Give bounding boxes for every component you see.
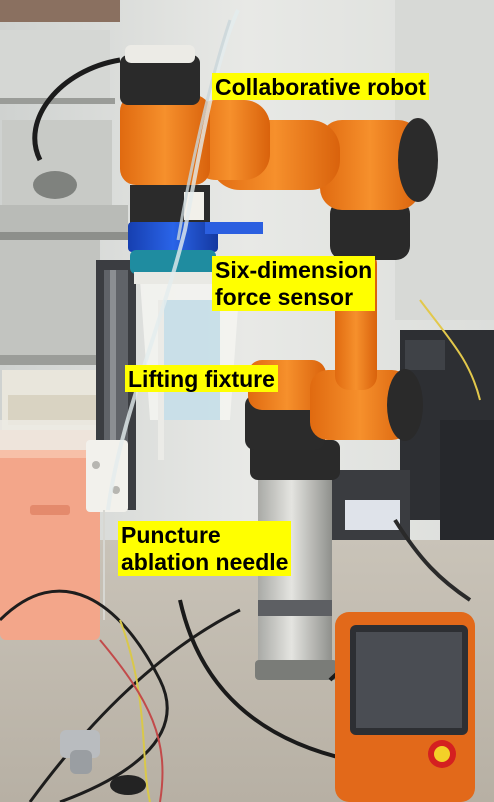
force-sensor-label-line2: force sensor [215, 284, 354, 310]
lifting-fixture-label: Lifting fixture [125, 365, 278, 392]
ablation-needle-label-line1: Puncture [121, 522, 221, 548]
force-sensor-label: Six-dimension force sensor [212, 256, 376, 311]
ablation-needle-label: Puncture ablation needle [118, 521, 292, 576]
force-sensor-label-line1: Six-dimension [215, 257, 373, 283]
robot-arm [120, 45, 438, 450]
pink-storage-box [0, 420, 130, 640]
floor-parts [60, 730, 146, 795]
robot-base [250, 440, 340, 680]
cables [0, 9, 481, 802]
collaborative-robot-label: Collaborative robot [212, 73, 429, 100]
ablation-needle-label-line2: ablation needle [121, 549, 289, 575]
teach-pendant [335, 612, 475, 802]
left-shelving [0, 0, 128, 430]
